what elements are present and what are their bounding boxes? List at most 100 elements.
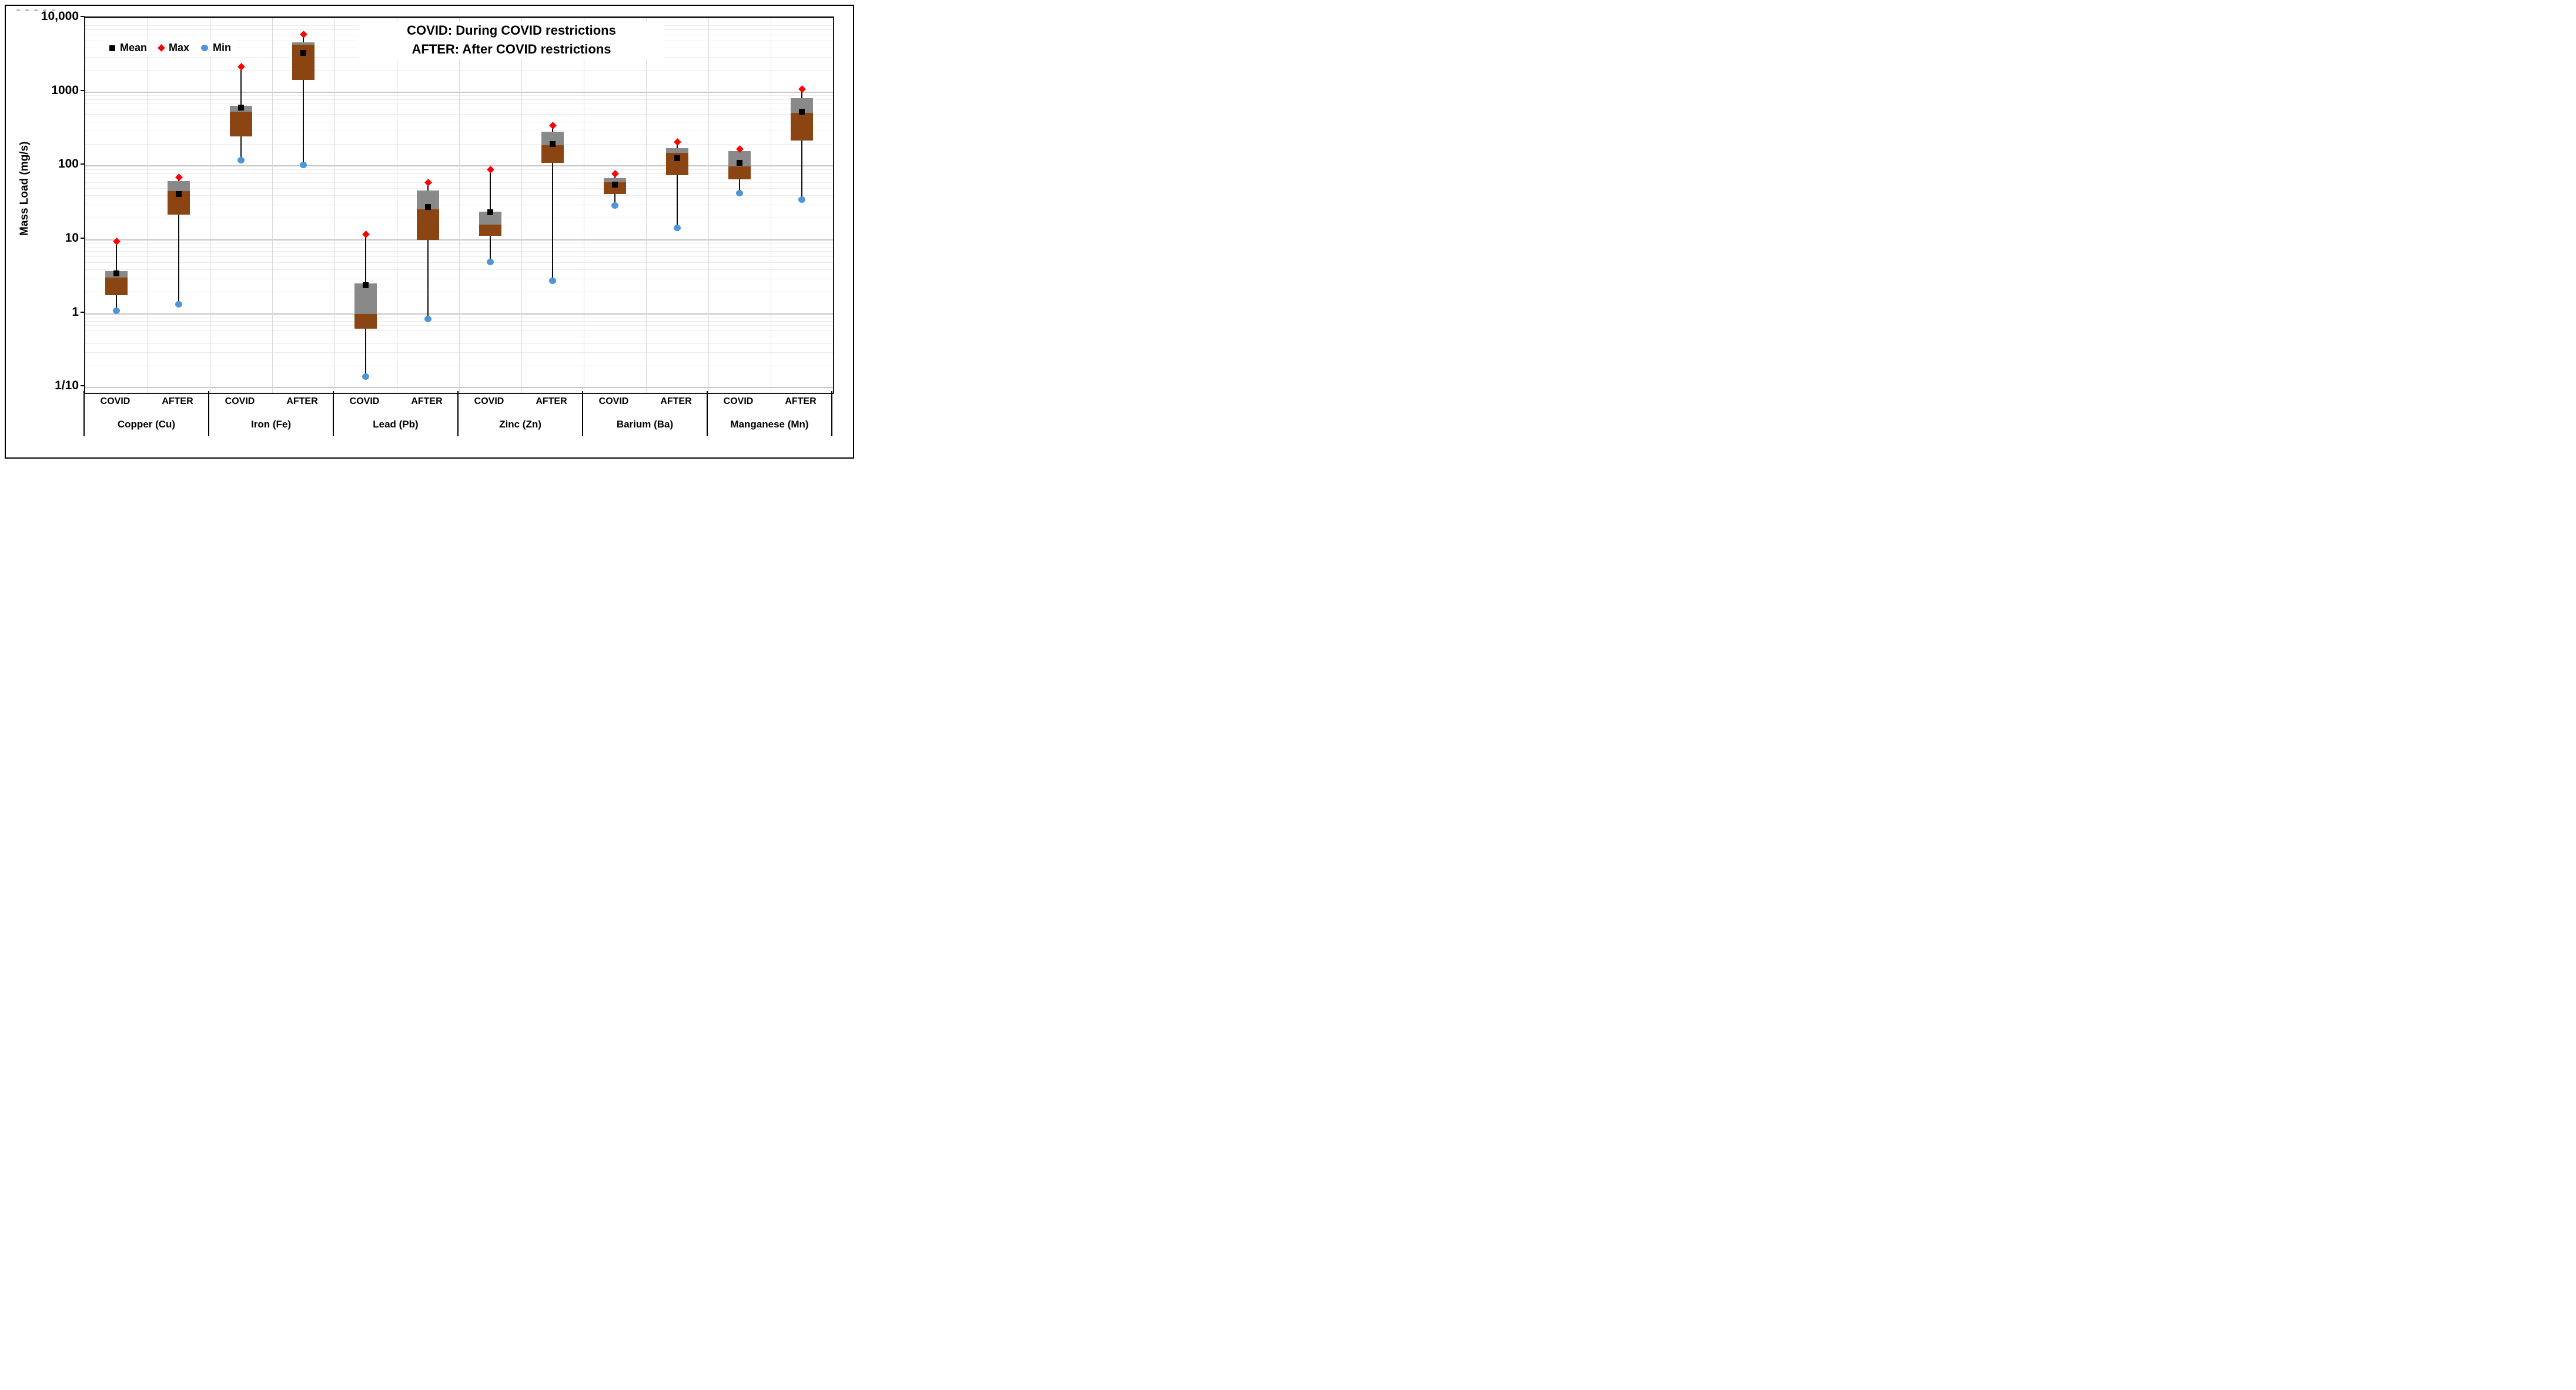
legend-label: Mean <box>120 42 148 54</box>
category-separator-gridline <box>334 18 335 393</box>
x-label-condition: COVID <box>474 396 504 406</box>
whisker-line <box>677 142 678 228</box>
group-separator-line <box>208 391 209 436</box>
mean-marker <box>363 282 369 288</box>
min-marker <box>549 277 556 284</box>
x-label-metal: Iron (Fe) <box>251 419 291 430</box>
max-marker <box>548 122 557 130</box>
upper-quartile-box <box>292 42 315 45</box>
category-separator-gridline <box>459 18 460 393</box>
max-marker <box>299 31 307 39</box>
y-tick-label: 1/10 <box>55 379 79 393</box>
legend-item-min: Min <box>201 42 231 54</box>
upper-quartile-box <box>354 283 377 314</box>
lower-quartile-box <box>604 182 626 194</box>
lower-quartile-box <box>791 113 813 141</box>
min-marker <box>424 316 431 323</box>
x-label-condition: COVID <box>100 396 131 406</box>
whisker-line <box>303 34 304 165</box>
lower-quartile-box <box>105 277 128 295</box>
lower-quartile-box <box>417 209 439 240</box>
group-separator-line <box>582 391 583 436</box>
lower-quartile-box <box>230 111 252 137</box>
category-separator-gridline <box>272 18 273 393</box>
x-label-condition: COVID <box>598 396 629 406</box>
chart-title: COVID: During COVID restrictions AFTER: … <box>359 21 664 59</box>
max-marker <box>673 138 681 146</box>
mean-marker <box>612 181 618 188</box>
x-label-metal: Copper (Cu) <box>117 419 176 430</box>
lower-quartile-box <box>479 225 501 236</box>
mean-marker <box>799 109 805 115</box>
category-separator-gridline <box>708 18 709 393</box>
y-tick-label: 100 <box>58 157 79 171</box>
max-marker <box>362 230 370 238</box>
min-marker <box>362 373 369 380</box>
lower-quartile-box <box>728 166 751 179</box>
min-marker <box>237 156 245 163</box>
chart-title-line-2: AFTER: After COVID restrictions <box>412 42 611 56</box>
figure: Mass Load (mg/s) 10,000 1000 100 10 1 1/10 CO… <box>0 0 859 463</box>
category-separator-gridline <box>521 18 522 393</box>
group-separator-line <box>83 391 85 436</box>
upper-quartile-box <box>168 181 190 191</box>
min-marker <box>611 202 618 209</box>
legend-item-mean: Mean <box>109 42 147 54</box>
group-separator-line <box>333 391 334 436</box>
x-label-condition: COVID <box>225 396 255 406</box>
min-marker <box>736 189 743 196</box>
group-separator-line <box>457 391 459 436</box>
y-tick-mark <box>81 311 85 313</box>
y-tick-label: 10 <box>65 231 79 245</box>
x-label-metal: Manganese (Mn) <box>730 419 809 430</box>
upper-quartile-box <box>541 132 564 146</box>
corner-dots-artifact <box>16 9 55 11</box>
legend-label: Max <box>169 42 190 54</box>
y-tick-mark <box>81 16 85 17</box>
min-marker <box>113 307 120 314</box>
y-tick-mark <box>81 385 85 387</box>
legend-item-max: Max <box>158 42 190 54</box>
x-label-condition: AFTER <box>785 396 817 406</box>
max-marker <box>611 170 619 178</box>
whisker-line <box>552 125 553 281</box>
x-label-metal: Zinc (Zn) <box>499 419 541 430</box>
diamond-icon <box>158 44 165 52</box>
mean-marker <box>550 141 556 147</box>
y-axis-title: Mass Load (mg/s) <box>18 141 31 236</box>
x-label-condition: COVID <box>349 396 380 406</box>
upper-quartile-box <box>604 178 626 183</box>
x-label-condition: AFTER <box>286 396 318 406</box>
group-separator-line <box>831 391 832 436</box>
max-marker <box>424 178 432 186</box>
circle-icon <box>201 45 209 51</box>
min-marker <box>175 300 182 308</box>
category-separator-gridline <box>646 18 647 393</box>
upper-quartile-box <box>479 212 501 225</box>
max-marker <box>175 173 183 182</box>
x-label-condition: AFTER <box>660 396 692 406</box>
legend: Mean Max Min <box>103 40 237 56</box>
upper-quartile-box <box>666 148 688 153</box>
x-label-condition: AFTER <box>536 396 567 406</box>
x-label-condition: AFTER <box>411 396 443 406</box>
mean-marker <box>425 203 431 210</box>
min-marker <box>300 162 307 169</box>
y-tick-mark <box>81 163 85 165</box>
whisker-line <box>801 89 802 200</box>
mean-marker <box>674 155 680 161</box>
mean-marker <box>737 160 742 166</box>
mean-marker <box>176 191 182 197</box>
figure-border <box>5 5 854 459</box>
mean-marker <box>113 270 119 277</box>
max-marker <box>486 165 494 173</box>
square-icon <box>109 45 115 51</box>
y-tick-mark <box>81 89 85 91</box>
legend-label: Min <box>213 42 232 54</box>
whisker-line <box>178 177 179 305</box>
min-marker <box>674 225 681 232</box>
whisker-line <box>427 182 429 319</box>
x-label-condition: AFTER <box>162 396 193 406</box>
x-label-metal: Lead (Pb) <box>373 419 419 430</box>
plot-area <box>84 16 834 394</box>
